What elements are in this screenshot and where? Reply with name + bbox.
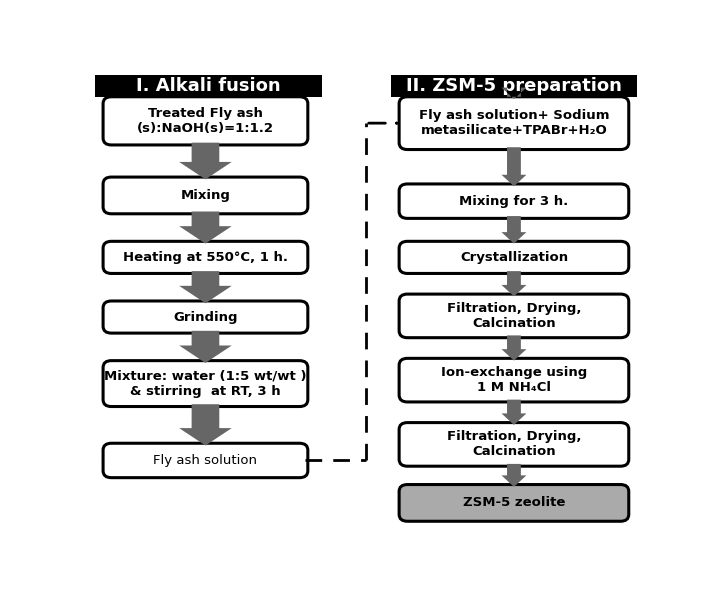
Text: I. Alkali fusion: I. Alkali fusion: [136, 77, 281, 95]
FancyBboxPatch shape: [399, 184, 629, 218]
Polygon shape: [501, 88, 526, 99]
Polygon shape: [179, 212, 232, 244]
Text: Fly ash solution: Fly ash solution: [154, 454, 258, 467]
Text: Mixing for 3 h.: Mixing for 3 h.: [459, 195, 568, 207]
Text: Mixture: water (1:5 wt/wt )
& stirring  at RT, 3 h: Mixture: water (1:5 wt/wt ) & stirring a…: [104, 370, 307, 398]
Text: ZSM-5 zeolite: ZSM-5 zeolite: [463, 496, 565, 510]
FancyBboxPatch shape: [399, 294, 629, 338]
FancyBboxPatch shape: [399, 423, 629, 466]
Text: Grinding: Grinding: [174, 311, 238, 324]
Polygon shape: [501, 464, 526, 487]
Text: Crystallization: Crystallization: [460, 251, 568, 264]
Text: Heating at 550°C, 1 h.: Heating at 550°C, 1 h.: [123, 251, 288, 264]
FancyBboxPatch shape: [399, 241, 629, 274]
FancyBboxPatch shape: [399, 358, 629, 402]
Polygon shape: [501, 271, 526, 296]
Polygon shape: [501, 336, 526, 361]
Polygon shape: [179, 142, 232, 179]
FancyBboxPatch shape: [95, 74, 322, 97]
Text: Mixing: Mixing: [181, 189, 231, 202]
Text: Filtration, Drying,
Calcination: Filtration, Drying, Calcination: [447, 302, 581, 330]
Polygon shape: [501, 400, 526, 425]
Polygon shape: [501, 147, 526, 186]
FancyBboxPatch shape: [391, 74, 637, 97]
Polygon shape: [179, 331, 232, 363]
Polygon shape: [179, 271, 232, 303]
FancyBboxPatch shape: [103, 301, 308, 333]
Polygon shape: [179, 404, 232, 446]
FancyBboxPatch shape: [103, 177, 308, 214]
FancyBboxPatch shape: [103, 361, 308, 406]
Text: II. ZSM-5 preparation: II. ZSM-5 preparation: [406, 77, 622, 95]
FancyBboxPatch shape: [103, 97, 308, 145]
Text: Treated Fly ash
(s):NaOH(s)=1:1.2: Treated Fly ash (s):NaOH(s)=1:1.2: [137, 107, 274, 135]
FancyBboxPatch shape: [399, 485, 629, 522]
Polygon shape: [501, 216, 526, 244]
Text: Ion-exchange using
1 M NH₄Cl: Ion-exchange using 1 M NH₄Cl: [441, 366, 587, 394]
Text: Filtration, Drying,
Calcination: Filtration, Drying, Calcination: [447, 430, 581, 458]
Text: Fly ash solution+ Sodium
metasilicate+TPABr+H₂O: Fly ash solution+ Sodium metasilicate+TP…: [418, 109, 609, 137]
FancyBboxPatch shape: [103, 241, 308, 274]
FancyBboxPatch shape: [399, 97, 629, 150]
FancyBboxPatch shape: [103, 443, 308, 477]
